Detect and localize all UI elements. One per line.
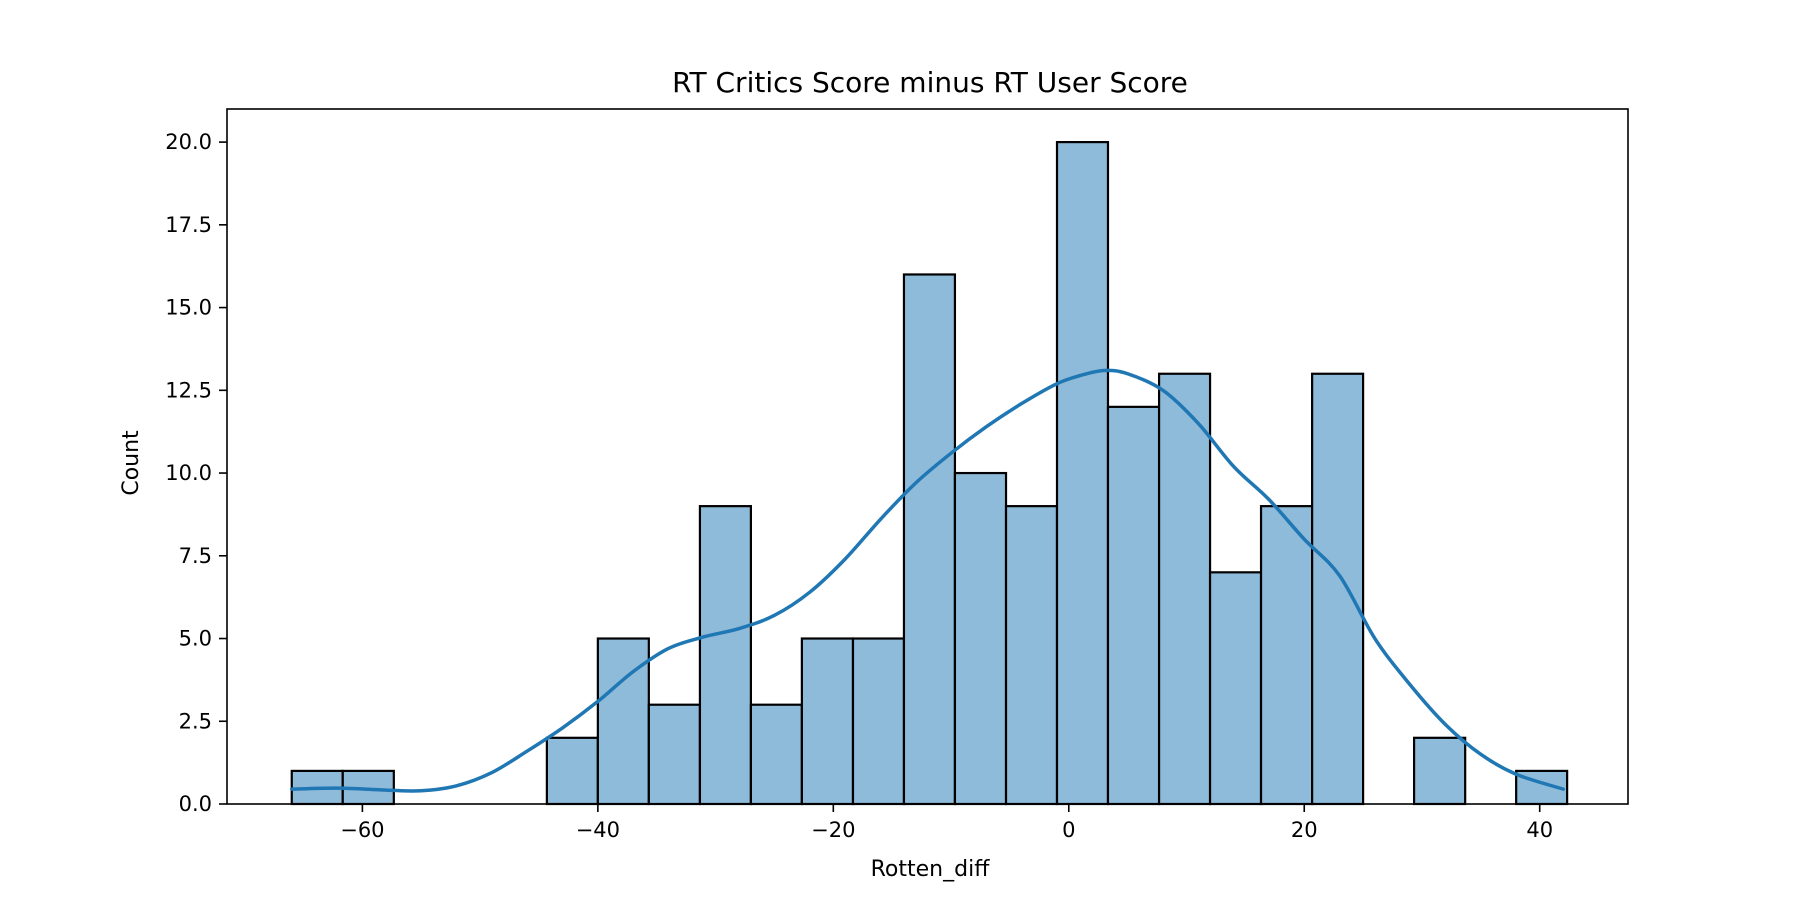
histogram-bar <box>698 505 753 806</box>
x-tick-label: 40 <box>1526 818 1553 842</box>
histogram-bar <box>1208 571 1263 806</box>
histogram-bar <box>1004 505 1059 806</box>
chart-title: RT Critics Score minus RT User Score <box>672 66 1188 99</box>
x-tick-label: 0 <box>1062 818 1075 842</box>
histogram-bar <box>851 637 906 806</box>
x-tick-label: 20 <box>1291 818 1318 842</box>
y-tick-label: 2.5 <box>179 709 212 733</box>
y-tick-label: 7.5 <box>179 544 212 568</box>
x-axis-label: Rotten_diff <box>871 857 991 882</box>
histogram-bar <box>1412 736 1467 806</box>
y-axis-label: Count <box>119 430 144 496</box>
histogram-bar <box>749 703 803 806</box>
histogram-bar <box>1157 372 1212 806</box>
histogram-bar <box>1106 405 1161 806</box>
bars-layer <box>290 140 1569 806</box>
y-tick-label: 10.0 <box>165 461 212 485</box>
histogram-bar <box>1311 372 1365 806</box>
axes-layer: −60 −40 −20 0 20 40 0.0 2.5 5.0 7.5 10.0 12.5 15.0 17… <box>165 108 1629 842</box>
y-tick-label: 12.5 <box>165 378 212 402</box>
x-tick-label: −40 <box>576 818 620 842</box>
kde-curve <box>290 368 1565 793</box>
y-tick-label: 17.5 <box>165 213 212 237</box>
histogram-bar <box>545 736 599 806</box>
y-tick-label: 15.0 <box>165 296 212 320</box>
x-tick-label: −20 <box>811 818 855 842</box>
histogram-bar <box>647 703 702 806</box>
x-tick-label: −60 <box>340 818 384 842</box>
histogram-bar <box>1055 140 1110 806</box>
histogram-bar <box>953 471 1008 806</box>
histogram-bar <box>800 637 855 806</box>
plot-frame <box>226 108 1629 805</box>
kde-layer <box>290 368 1565 793</box>
y-tick-label: 20.0 <box>165 130 212 154</box>
histogram-bar <box>902 273 957 806</box>
histogram-bar <box>1259 505 1314 806</box>
y-tick-label: 5.0 <box>179 627 212 651</box>
histogram-bar <box>596 637 650 806</box>
y-tick-label: 0.0 <box>179 792 212 816</box>
